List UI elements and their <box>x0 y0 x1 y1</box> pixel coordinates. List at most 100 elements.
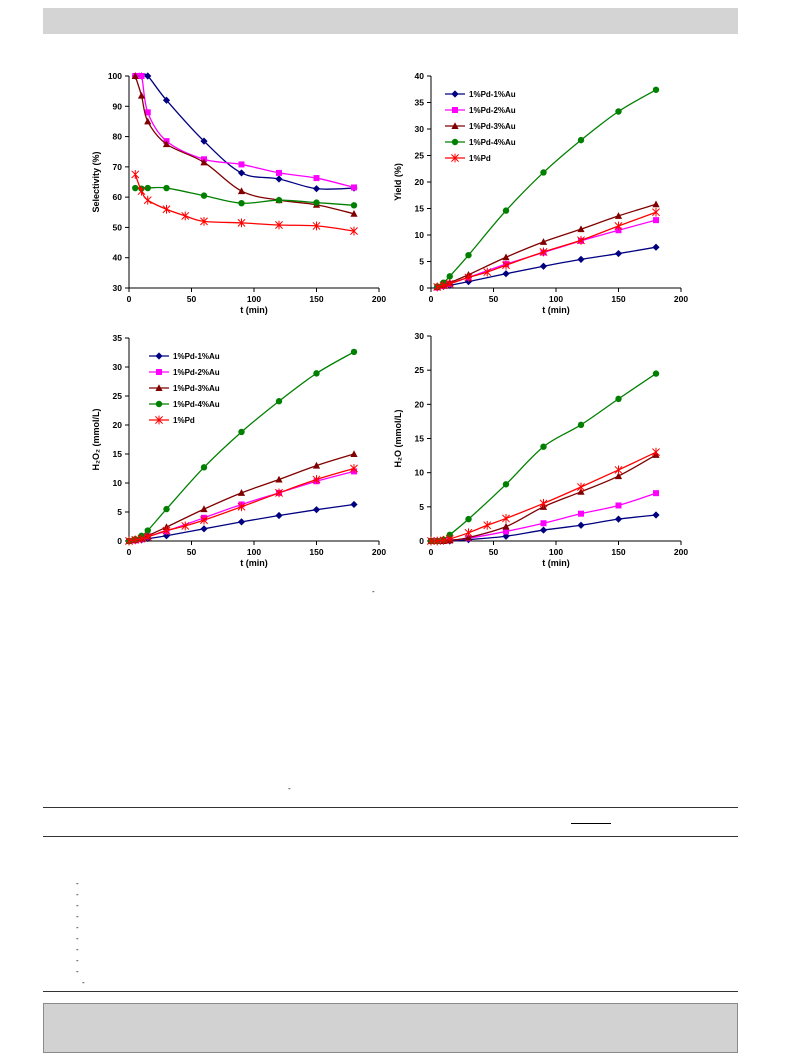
series-line <box>134 72 355 189</box>
data-point <box>540 443 547 450</box>
data-point <box>144 117 152 125</box>
y-tick-label: 0 <box>117 536 122 546</box>
y-axis-label: H₂O₂ (mmol/L) <box>91 409 101 471</box>
data-point <box>162 204 171 214</box>
data-point <box>137 91 146 99</box>
rule-top <box>43 807 738 808</box>
data-point <box>502 514 510 523</box>
data-point <box>137 186 146 196</box>
data-point <box>446 273 453 280</box>
data-point <box>237 518 246 526</box>
y-tick-label: 25 <box>415 365 425 375</box>
stray-dash: - <box>372 587 375 596</box>
data-point <box>181 521 190 531</box>
legend-label: 1%Pd-2%Au <box>469 106 516 115</box>
data-point <box>163 184 170 192</box>
legend-marker <box>155 352 163 360</box>
data-point <box>350 450 358 457</box>
data-point <box>162 532 171 540</box>
x-tick-label: 50 <box>187 294 197 304</box>
y-tick-label: 40 <box>113 253 123 263</box>
header-band <box>43 8 738 34</box>
data-point <box>237 169 246 177</box>
legend-marker <box>155 400 163 408</box>
data-point <box>433 536 442 546</box>
x-tick-label: 50 <box>187 547 197 557</box>
y-tick-label: 15 <box>415 204 425 214</box>
data-point <box>483 267 492 277</box>
x-tick-label: 150 <box>309 294 323 304</box>
legend-marker <box>451 138 459 146</box>
x-axis-label: t (min) <box>240 558 268 568</box>
data-point <box>652 86 660 93</box>
y-tick-label: 80 <box>113 132 123 142</box>
data-point <box>313 199 320 206</box>
data-point <box>143 532 152 542</box>
legend-label: 1%Pd-1%Au <box>469 90 516 99</box>
y-tick-label: 90 <box>113 101 123 111</box>
series-line <box>128 453 355 542</box>
data-point <box>615 108 622 115</box>
y-tick-label: 10 <box>415 468 425 478</box>
legend-label: 1%Pd-1%Au <box>173 352 220 361</box>
y-tick-label: 40 <box>415 71 425 81</box>
data-point <box>144 72 152 80</box>
series-line <box>430 373 657 542</box>
data-point <box>313 175 320 182</box>
series-line <box>437 211 657 288</box>
data-point <box>237 218 246 228</box>
data-point <box>131 535 140 545</box>
data-point <box>614 472 623 480</box>
legend-label: 1%Pd-2%Au <box>173 368 220 377</box>
x-tick-label: 100 <box>247 294 261 304</box>
list-dash: - <box>76 912 79 921</box>
data-point <box>503 528 509 535</box>
rule-footer <box>43 991 738 992</box>
data-point <box>464 528 473 538</box>
data-point <box>312 221 321 231</box>
series-line <box>134 174 355 232</box>
data-point <box>312 475 321 484</box>
data-point <box>200 525 208 533</box>
data-point <box>351 184 357 191</box>
legend-label: 1%Pd-3%Au <box>469 122 516 131</box>
chart-yield: 0 5 10 15 20 25 30 35 40 0 50 100 150 200 t (min) Yield… <box>393 71 688 315</box>
data-point <box>200 515 208 525</box>
data-point <box>540 169 547 176</box>
y-tick-label: 35 <box>415 98 425 108</box>
x-axis-label: t (min) <box>542 305 570 315</box>
data-point <box>132 184 139 192</box>
stray-dash: - <box>288 784 291 793</box>
x-tick-label: 0 <box>429 547 434 557</box>
legend-marker <box>155 384 163 391</box>
data-point <box>652 243 660 251</box>
y-tick-label: 35 <box>113 333 123 343</box>
data-point <box>350 210 358 217</box>
data-point <box>200 505 208 513</box>
list-dash: - <box>76 945 79 954</box>
x-axis-label: t (min) <box>240 305 268 315</box>
data-point <box>653 490 659 497</box>
data-point <box>162 526 171 535</box>
data-point <box>238 428 245 436</box>
legend-marker <box>451 122 459 129</box>
data-point <box>144 527 151 534</box>
legend-marker <box>451 90 459 98</box>
data-point <box>137 534 146 544</box>
x-tick-label: 150 <box>611 294 625 304</box>
data-point <box>162 96 171 104</box>
data-point <box>427 536 435 546</box>
y-tick-label: 5 <box>419 502 424 512</box>
data-point <box>238 200 245 207</box>
y-tick-label: 20 <box>415 177 425 187</box>
y-tick-label: 70 <box>113 162 123 172</box>
data-point <box>162 140 171 148</box>
data-point <box>433 282 442 292</box>
list-dash: - <box>76 879 79 888</box>
x-tick-label: 150 <box>309 547 323 557</box>
data-point <box>539 526 548 534</box>
list-dash: - <box>76 967 79 976</box>
data-point <box>237 187 246 195</box>
x-axis-label: t (min) <box>542 558 570 568</box>
data-point <box>313 370 320 377</box>
